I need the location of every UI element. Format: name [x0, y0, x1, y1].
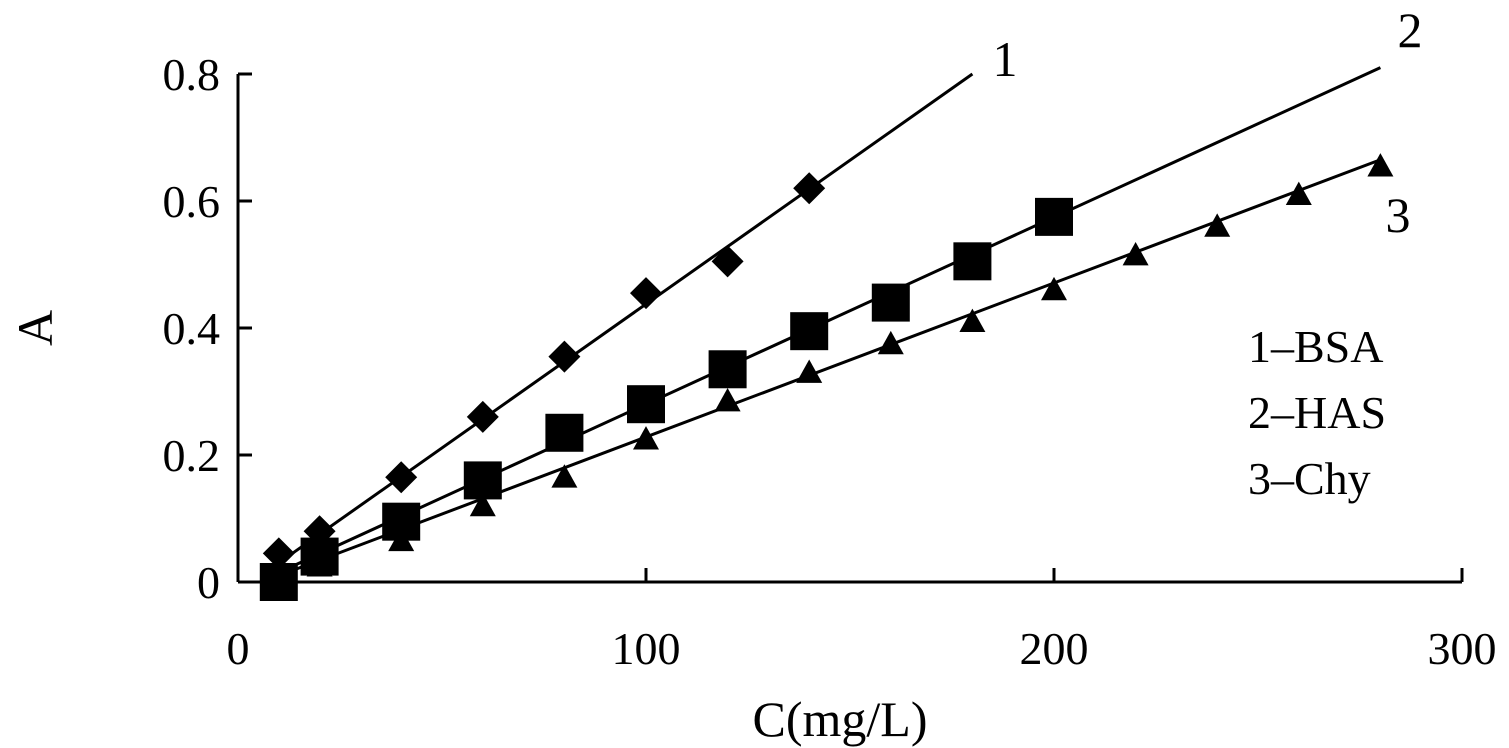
fit-line-series-3 — [278, 158, 1381, 578]
square-marker — [790, 312, 829, 351]
y-tick-label: 0.4 — [163, 303, 221, 354]
y-tick-label: 0 — [197, 557, 220, 608]
fit-lines — [277, 66, 1382, 578]
triangle-marker — [1367, 153, 1394, 177]
labels: 1 2 3 1–BSA 2–HAS 3–Chy — [993, 2, 1423, 504]
triangle-marker — [1122, 241, 1149, 266]
diamond-marker — [630, 277, 662, 310]
fit-line-series-1 — [277, 72, 974, 565]
legend-entry-3: 3–Chy — [1248, 453, 1371, 504]
y-axis-title: A — [7, 310, 63, 346]
line-label-1: 1 — [993, 31, 1018, 87]
triangle-marker — [306, 553, 333, 577]
triangle-marker — [877, 330, 904, 355]
diamond-marker — [262, 537, 295, 570]
triangle-marker — [388, 527, 415, 552]
square-marker — [871, 283, 910, 322]
square-marker — [1035, 197, 1073, 236]
data-markers — [259, 153, 1394, 601]
triangle-marker — [265, 569, 292, 593]
diamond-marker — [711, 245, 744, 278]
fit-line-series-2 — [278, 66, 1382, 574]
triangle-marker — [1041, 276, 1067, 301]
diamond-marker — [548, 340, 581, 373]
diamond-marker — [385, 461, 418, 494]
square-marker — [953, 242, 992, 281]
y-tick-label: 0.8 — [163, 49, 221, 100]
diamond-marker — [466, 400, 499, 433]
square-marker — [545, 413, 584, 452]
x-tick-label: 100 — [612, 623, 681, 674]
triangle-marker — [959, 308, 986, 333]
axes: 0 0.2 0.4 0.6 0.8 0 100 200 300 C(mg/L) A — [7, 49, 1497, 747]
y-tick-label: 0.2 — [163, 430, 221, 481]
legend-entry-2: 2–HAS — [1248, 387, 1386, 438]
legend-entry-1: 1–BSA — [1248, 321, 1383, 372]
triangle-marker — [551, 464, 578, 488]
triangle-marker — [469, 492, 496, 517]
x-tick-label: 300 — [1428, 623, 1497, 674]
triangle-marker — [714, 388, 741, 412]
square-marker — [708, 350, 747, 389]
triangle-marker — [633, 426, 659, 450]
line-label-2: 2 — [1398, 2, 1423, 58]
y-tick-label: 0.6 — [163, 176, 221, 227]
triangle-marker — [1204, 213, 1231, 237]
line-label-3: 3 — [1386, 187, 1411, 243]
x-tick-label: 200 — [1020, 623, 1089, 674]
triangle-marker — [1285, 181, 1312, 206]
x-tick-label: 0 — [227, 623, 250, 674]
x-axis-title: C(mg/L) — [753, 691, 928, 747]
triangle-marker — [796, 359, 823, 383]
square-marker — [627, 385, 665, 424]
diamond-marker — [793, 172, 826, 205]
